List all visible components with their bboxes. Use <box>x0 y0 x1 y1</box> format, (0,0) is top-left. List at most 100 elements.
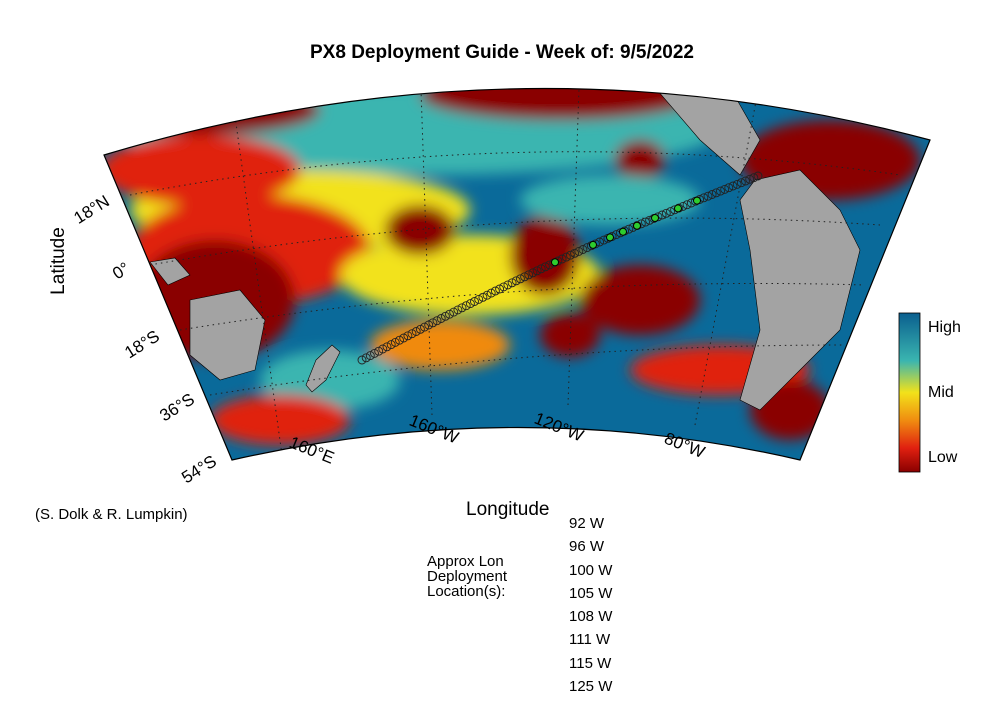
track-point <box>736 178 746 188</box>
track-point <box>420 322 429 332</box>
deployment-longitude: 108 W <box>569 608 613 626</box>
track-point <box>424 320 434 330</box>
track-point <box>478 292 488 302</box>
deployment-point <box>651 214 659 222</box>
track-point <box>378 344 388 354</box>
track-point <box>461 301 471 311</box>
deployment-point <box>619 227 627 236</box>
track-point <box>374 346 384 356</box>
track-point <box>395 335 404 345</box>
track-point <box>503 280 513 290</box>
deployment-longitude: 105 W <box>569 584 613 602</box>
deployment-point <box>674 204 682 213</box>
track-point <box>428 318 438 328</box>
track-point <box>661 208 671 218</box>
graticule <box>129 88 901 456</box>
deployment-longitude: 96 W <box>569 538 605 556</box>
south-america-land <box>739 169 861 411</box>
track-point <box>453 305 463 315</box>
deployment-longitude: 111 W <box>569 631 611 649</box>
deployment-point <box>551 258 559 267</box>
track-point <box>578 245 588 254</box>
deployment-point <box>633 221 641 230</box>
new-zealand-land <box>305 344 341 393</box>
deployment-caption: Approx Lon Deployment Location(s): <box>427 554 507 599</box>
track-point <box>703 191 713 201</box>
deployment-longitude: 92 W <box>569 515 605 532</box>
track-point <box>528 268 538 278</box>
track-point <box>445 309 454 319</box>
deployment-longitude: 100 W <box>569 561 613 579</box>
track-point <box>732 179 742 189</box>
track-point <box>432 316 442 326</box>
track-point <box>482 290 492 300</box>
track-point <box>357 355 367 365</box>
track-point <box>457 303 467 313</box>
colorbar <box>898 312 921 473</box>
track-point <box>557 254 567 264</box>
track-point <box>540 262 550 272</box>
track-point <box>532 266 542 276</box>
colorbar-label-high: High <box>928 319 961 336</box>
track-point <box>495 284 505 294</box>
track-point <box>465 299 475 309</box>
track-point <box>716 186 725 196</box>
track-point <box>470 297 479 306</box>
track-point <box>728 181 738 191</box>
colorbar-label-mid: Mid <box>928 384 954 401</box>
track-point <box>561 252 571 262</box>
track-point <box>524 270 534 280</box>
track-point <box>499 282 509 292</box>
credit-text: (S. Dolk & R. Lumpkin) <box>35 506 188 523</box>
track-point <box>507 278 517 288</box>
track-point <box>436 314 446 323</box>
track-point <box>370 348 379 358</box>
map-title: PX8 Deployment Guide - Week of: 9/5/2022 <box>310 42 694 63</box>
track-point <box>641 217 650 227</box>
colorbar-label-low: Low <box>928 449 958 466</box>
track-point <box>440 311 450 321</box>
track-point <box>753 171 763 181</box>
deployment-longitude: 115 W <box>569 654 612 672</box>
track-point <box>570 248 580 258</box>
deployment-longitudes: 92 W 96 W 100 W 105 W 108 W 111 W 115 W … <box>569 512 612 698</box>
track-point <box>565 250 575 260</box>
track-point <box>361 353 371 363</box>
track-point <box>682 200 692 210</box>
track-point <box>474 294 484 304</box>
track-point <box>390 337 400 347</box>
track-point <box>520 272 530 282</box>
deployment-caption-line: Location(s): <box>427 583 506 600</box>
track-point <box>511 276 521 286</box>
australia-land <box>189 289 266 381</box>
track-point <box>407 329 417 339</box>
deployment-point <box>589 240 597 249</box>
track-point <box>724 183 734 193</box>
track-point <box>749 173 759 183</box>
track-point <box>449 307 459 317</box>
new-guinea-land <box>149 257 191 286</box>
deployment-caption-line: Approx Lon <box>427 553 504 570</box>
track-point <box>411 327 421 336</box>
deployment-point <box>693 196 701 205</box>
deployment-point <box>606 233 614 242</box>
track-point <box>741 176 750 186</box>
map-frame <box>103 87 931 461</box>
track-point <box>403 331 413 341</box>
track-point <box>574 246 584 256</box>
y-axis-label: Latitude <box>47 227 69 295</box>
track-point <box>657 210 667 220</box>
track-point <box>365 351 375 361</box>
track-point <box>382 342 392 352</box>
track-point <box>720 184 730 194</box>
track-point <box>536 264 546 274</box>
track-point <box>711 188 721 198</box>
track-point <box>666 207 675 217</box>
track-point <box>415 324 425 334</box>
track-point <box>745 174 755 184</box>
track-point <box>490 286 500 296</box>
track-point <box>515 274 525 284</box>
track-point <box>386 340 396 350</box>
deployment-longitude: 125 W <box>569 678 613 696</box>
